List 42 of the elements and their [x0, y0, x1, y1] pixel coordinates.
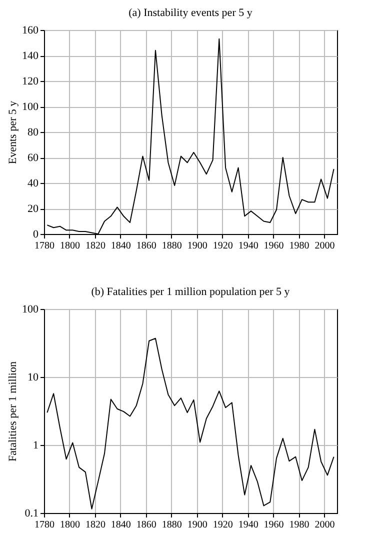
x-tick-label: 1920 [212, 520, 233, 530]
x-tick-label: 1820 [85, 240, 106, 252]
y-tick-label: 1 [33, 440, 38, 452]
x-tick-label: 1780 [34, 520, 54, 530]
x-tick-label: 1980 [289, 520, 310, 530]
y-tick-label: 80 [28, 126, 39, 138]
y-axis-title: Events per 5 y [7, 100, 19, 164]
y-tick-label: 20 [28, 203, 39, 215]
y-tick-label: 140 [22, 50, 39, 62]
x-tick-label: 1880 [162, 240, 182, 252]
x-tick-label: 1880 [162, 520, 182, 530]
x-tick-label: 1940 [238, 520, 258, 530]
x-tick-label: 1900 [187, 520, 208, 530]
x-tick-label: 2000 [314, 240, 335, 252]
chart-title: (a) Instability events per 5 y [128, 7, 253, 19]
x-tick-label: 1840 [110, 520, 131, 530]
y-axis-title: Fatalities per 1 million [7, 361, 19, 462]
x-tick-label: 1920 [212, 240, 233, 252]
y-tick-label: 160 [22, 24, 39, 36]
x-tick-label: 1800 [60, 240, 80, 252]
x-tick-label: 1980 [289, 240, 310, 252]
line-series [46, 338, 334, 510]
x-tick-label: 1800 [60, 520, 80, 530]
x-tick-label: 1960 [264, 240, 284, 252]
y-tick-label: 100 [22, 304, 39, 316]
chart-title: (b) Fatalities per 1 million population per 5 y [91, 286, 290, 298]
x-tick-label: 1780 [34, 240, 54, 252]
y-tick-label: 60 [28, 152, 39, 164]
y-tick-label: 0.1 [24, 508, 38, 520]
y-tick-label: 100 [22, 101, 39, 113]
x-tick-label: 1860 [136, 520, 156, 530]
y-tick-label: 0 [33, 228, 39, 240]
x-tick-label: 1840 [110, 240, 131, 252]
x-tick-label: 1900 [187, 240, 208, 252]
x-tick-label: 1960 [264, 520, 284, 530]
y-tick-label: 120 [22, 76, 39, 88]
y-tick-label: 40 [28, 178, 39, 190]
x-tick-label: 1820 [85, 520, 106, 530]
y-tick-label: 10 [28, 372, 39, 384]
x-tick-label: 2000 [314, 520, 335, 530]
x-tick-label: 1860 [136, 240, 156, 252]
x-tick-label: 1940 [238, 240, 258, 252]
